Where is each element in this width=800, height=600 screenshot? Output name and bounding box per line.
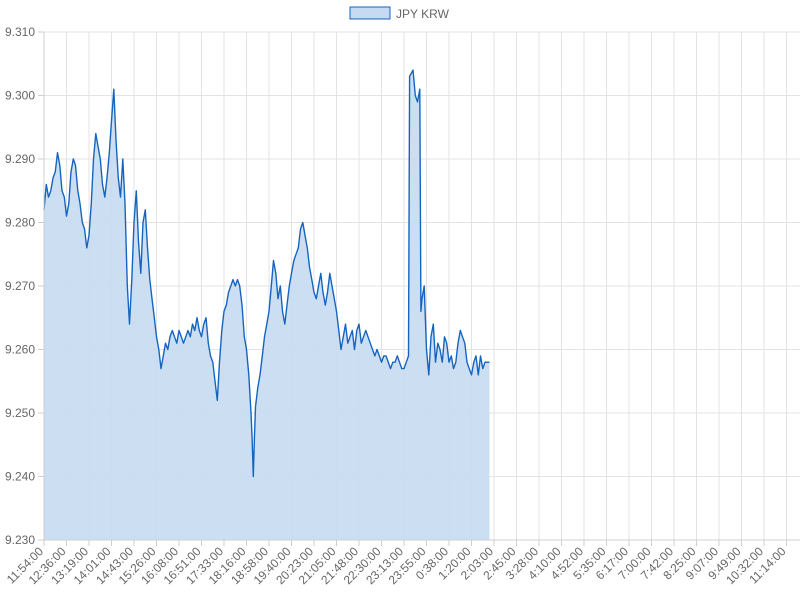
legend-label[interactable]: JPY KRW: [396, 7, 450, 21]
y-tick-label: 9.310: [5, 25, 35, 39]
series-fill: [44, 70, 490, 540]
y-tick-label: 9.300: [5, 89, 35, 103]
y-tick-label: 9.230: [5, 533, 35, 547]
y-tick-label: 9.260: [5, 343, 35, 357]
series-line[interactable]: [43, 69, 490, 478]
y-tick-label: 9.240: [5, 470, 35, 484]
legend[interactable]: JPY KRW: [349, 6, 450, 21]
y-tick-label: 9.290: [5, 152, 35, 166]
y-tick-label: 9.280: [5, 216, 35, 230]
y-tick-label: 9.270: [5, 279, 35, 293]
legend-swatch[interactable]: [349, 6, 391, 20]
series-area: [43, 69, 490, 540]
y-tick-label: 9.250: [5, 406, 35, 420]
